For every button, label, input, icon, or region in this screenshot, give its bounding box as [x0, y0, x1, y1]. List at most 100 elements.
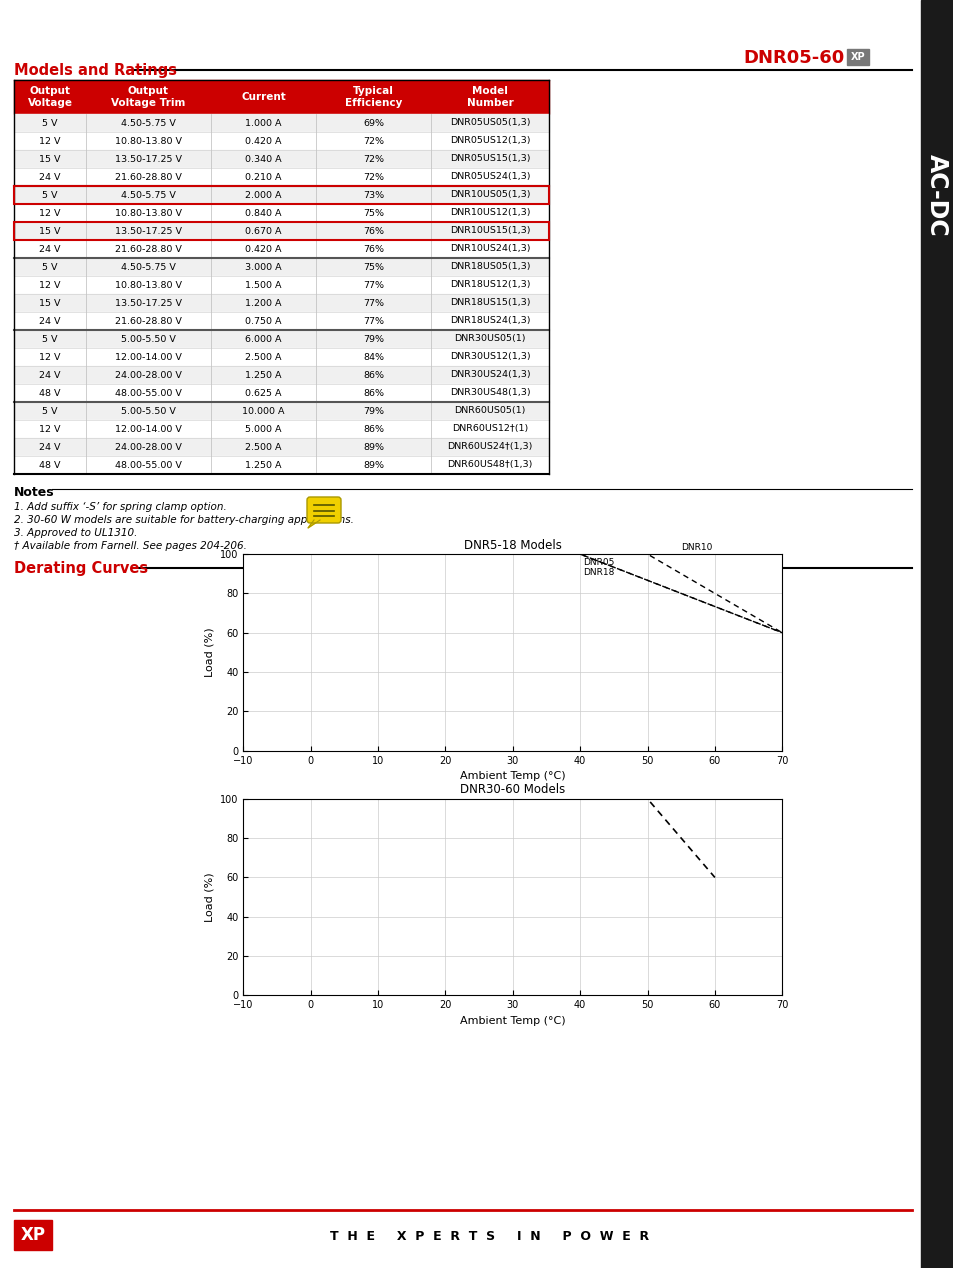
X-axis label: Ambient Temp (°C): Ambient Temp (°C) [459, 771, 565, 781]
Text: 86%: 86% [363, 425, 384, 434]
Bar [846, 49, 868, 65]
Text: 48.00-55.00 V: 48.00-55.00 V [115, 388, 182, 397]
Bar [920, 0, 953, 1268]
Text: 4.50-5.75 V: 4.50-5.75 V [121, 118, 175, 128]
Bar [14, 222, 548, 240]
Text: 12 V: 12 V [39, 425, 61, 434]
Text: DNR30US05(1): DNR30US05(1) [454, 335, 525, 344]
Text: 72%: 72% [363, 137, 384, 146]
Text: 4.50-5.75 V: 4.50-5.75 V [121, 262, 175, 271]
Text: Derating Curves: Derating Curves [14, 560, 148, 576]
Text: 2.000 A: 2.000 A [245, 190, 281, 199]
Text: 15 V: 15 V [39, 298, 61, 308]
Text: 77%: 77% [363, 317, 384, 326]
Text: 3.000 A: 3.000 A [245, 262, 281, 271]
Bar [14, 276, 548, 294]
Text: 10.80-13.80 V: 10.80-13.80 V [115, 280, 182, 289]
Text: DNR05US24(1,3): DNR05US24(1,3) [449, 172, 530, 181]
Text: 79%: 79% [363, 335, 384, 344]
Title: DNR5-18 Models: DNR5-18 Models [463, 539, 561, 552]
Bar [14, 402, 548, 420]
Text: AC-DC: AC-DC [924, 153, 948, 236]
Text: 10.000 A: 10.000 A [242, 407, 284, 416]
Text: 24.00-28.00 V: 24.00-28.00 V [115, 443, 182, 451]
Text: 5.00-5.50 V: 5.00-5.50 V [121, 407, 175, 416]
Text: 12 V: 12 V [39, 353, 61, 361]
Y-axis label: Load (%): Load (%) [204, 628, 214, 677]
Text: XP: XP [20, 1226, 46, 1244]
Text: 1.200 A: 1.200 A [245, 298, 281, 308]
Text: 0.210 A: 0.210 A [245, 172, 281, 181]
Bar [14, 132, 548, 150]
FancyBboxPatch shape [307, 497, 340, 522]
Bar [14, 80, 548, 114]
Text: Notes: Notes [14, 486, 54, 500]
Text: Output
Voltage: Output Voltage [28, 86, 72, 108]
Text: 21.60-28.80 V: 21.60-28.80 V [115, 317, 182, 326]
Text: DNR30US48(1,3): DNR30US48(1,3) [449, 388, 530, 397]
Text: DNR05US12(1,3): DNR05US12(1,3) [449, 137, 530, 146]
Text: 24 V: 24 V [39, 317, 61, 326]
Text: Models and Ratings: Models and Ratings [14, 62, 177, 77]
Text: 1.500 A: 1.500 A [245, 280, 281, 289]
Text: 75%: 75% [363, 262, 384, 271]
Bar [14, 167, 548, 186]
Text: 12.00-14.00 V: 12.00-14.00 V [115, 425, 182, 434]
Text: 2.500 A: 2.500 A [245, 443, 281, 451]
Bar [14, 437, 548, 456]
Text: 24 V: 24 V [39, 245, 61, 254]
Text: 48 V: 48 V [39, 460, 61, 469]
Bar [14, 1220, 52, 1250]
Text: 1. Add suffix ‘-S’ for spring clamp option.: 1. Add suffix ‘-S’ for spring clamp opti… [14, 502, 227, 512]
Text: 10.80-13.80 V: 10.80-13.80 V [115, 137, 182, 146]
Bar [14, 366, 548, 384]
Bar [14, 150, 548, 167]
Text: 89%: 89% [363, 443, 384, 451]
Text: 24 V: 24 V [39, 172, 61, 181]
Text: 48 V: 48 V [39, 388, 61, 397]
Title: DNR30-60 Models: DNR30-60 Models [459, 784, 565, 796]
Text: 12 V: 12 V [39, 208, 61, 218]
Text: 0.840 A: 0.840 A [245, 208, 281, 218]
Text: DNR18US12(1,3): DNR18US12(1,3) [449, 280, 530, 289]
Text: 86%: 86% [363, 388, 384, 397]
X-axis label: Ambient Temp (°C): Ambient Temp (°C) [459, 1016, 565, 1026]
Text: 76%: 76% [363, 245, 384, 254]
Text: 1.250 A: 1.250 A [245, 460, 281, 469]
Text: 24 V: 24 V [39, 443, 61, 451]
Text: 10.80-13.80 V: 10.80-13.80 V [115, 208, 182, 218]
Text: DNR05-60: DNR05-60 [743, 49, 844, 67]
Text: T  H  E     X  P  E  R  T  S     I  N     P  O  W  E  R: T H E X P E R T S I N P O W E R [330, 1230, 649, 1244]
Bar [14, 222, 548, 240]
Text: 0.420 A: 0.420 A [245, 245, 281, 254]
Text: 5 V: 5 V [42, 335, 58, 344]
Text: 1.000 A: 1.000 A [245, 118, 281, 128]
Bar [14, 257, 548, 276]
Text: 0.420 A: 0.420 A [245, 137, 281, 146]
Text: DNR30US12(1,3): DNR30US12(1,3) [449, 353, 530, 361]
Bar [14, 186, 548, 204]
Text: 12 V: 12 V [39, 137, 61, 146]
Text: 77%: 77% [363, 298, 384, 308]
Text: 72%: 72% [363, 172, 384, 181]
Text: 75%: 75% [363, 208, 384, 218]
Bar [14, 330, 548, 347]
Text: Model
Number: Model Number [466, 86, 513, 108]
Text: DNR18US05(1,3): DNR18US05(1,3) [449, 262, 530, 271]
Text: Output
Voltage Trim: Output Voltage Trim [112, 86, 186, 108]
Text: 0.750 A: 0.750 A [245, 317, 281, 326]
Bar [14, 456, 548, 474]
Text: 21.60-28.80 V: 21.60-28.80 V [115, 172, 182, 181]
Text: † Available from Farnell. See pages 204-206.: † Available from Farnell. See pages 204-… [14, 541, 247, 552]
Text: DNR18US24(1,3): DNR18US24(1,3) [449, 317, 530, 326]
Text: DNR05US15(1,3): DNR05US15(1,3) [449, 155, 530, 164]
Bar [14, 294, 548, 312]
Bar [14, 312, 548, 330]
Text: 5 V: 5 V [42, 262, 58, 271]
Text: 15 V: 15 V [39, 155, 61, 164]
Text: 89%: 89% [363, 460, 384, 469]
Text: DNR10: DNR10 [680, 543, 712, 552]
Text: DNR60US24†(1,3): DNR60US24†(1,3) [447, 443, 532, 451]
Bar [14, 204, 548, 222]
Text: 2. 30-60 W models are suitable for battery-charging applications.: 2. 30-60 W models are suitable for batte… [14, 515, 354, 525]
